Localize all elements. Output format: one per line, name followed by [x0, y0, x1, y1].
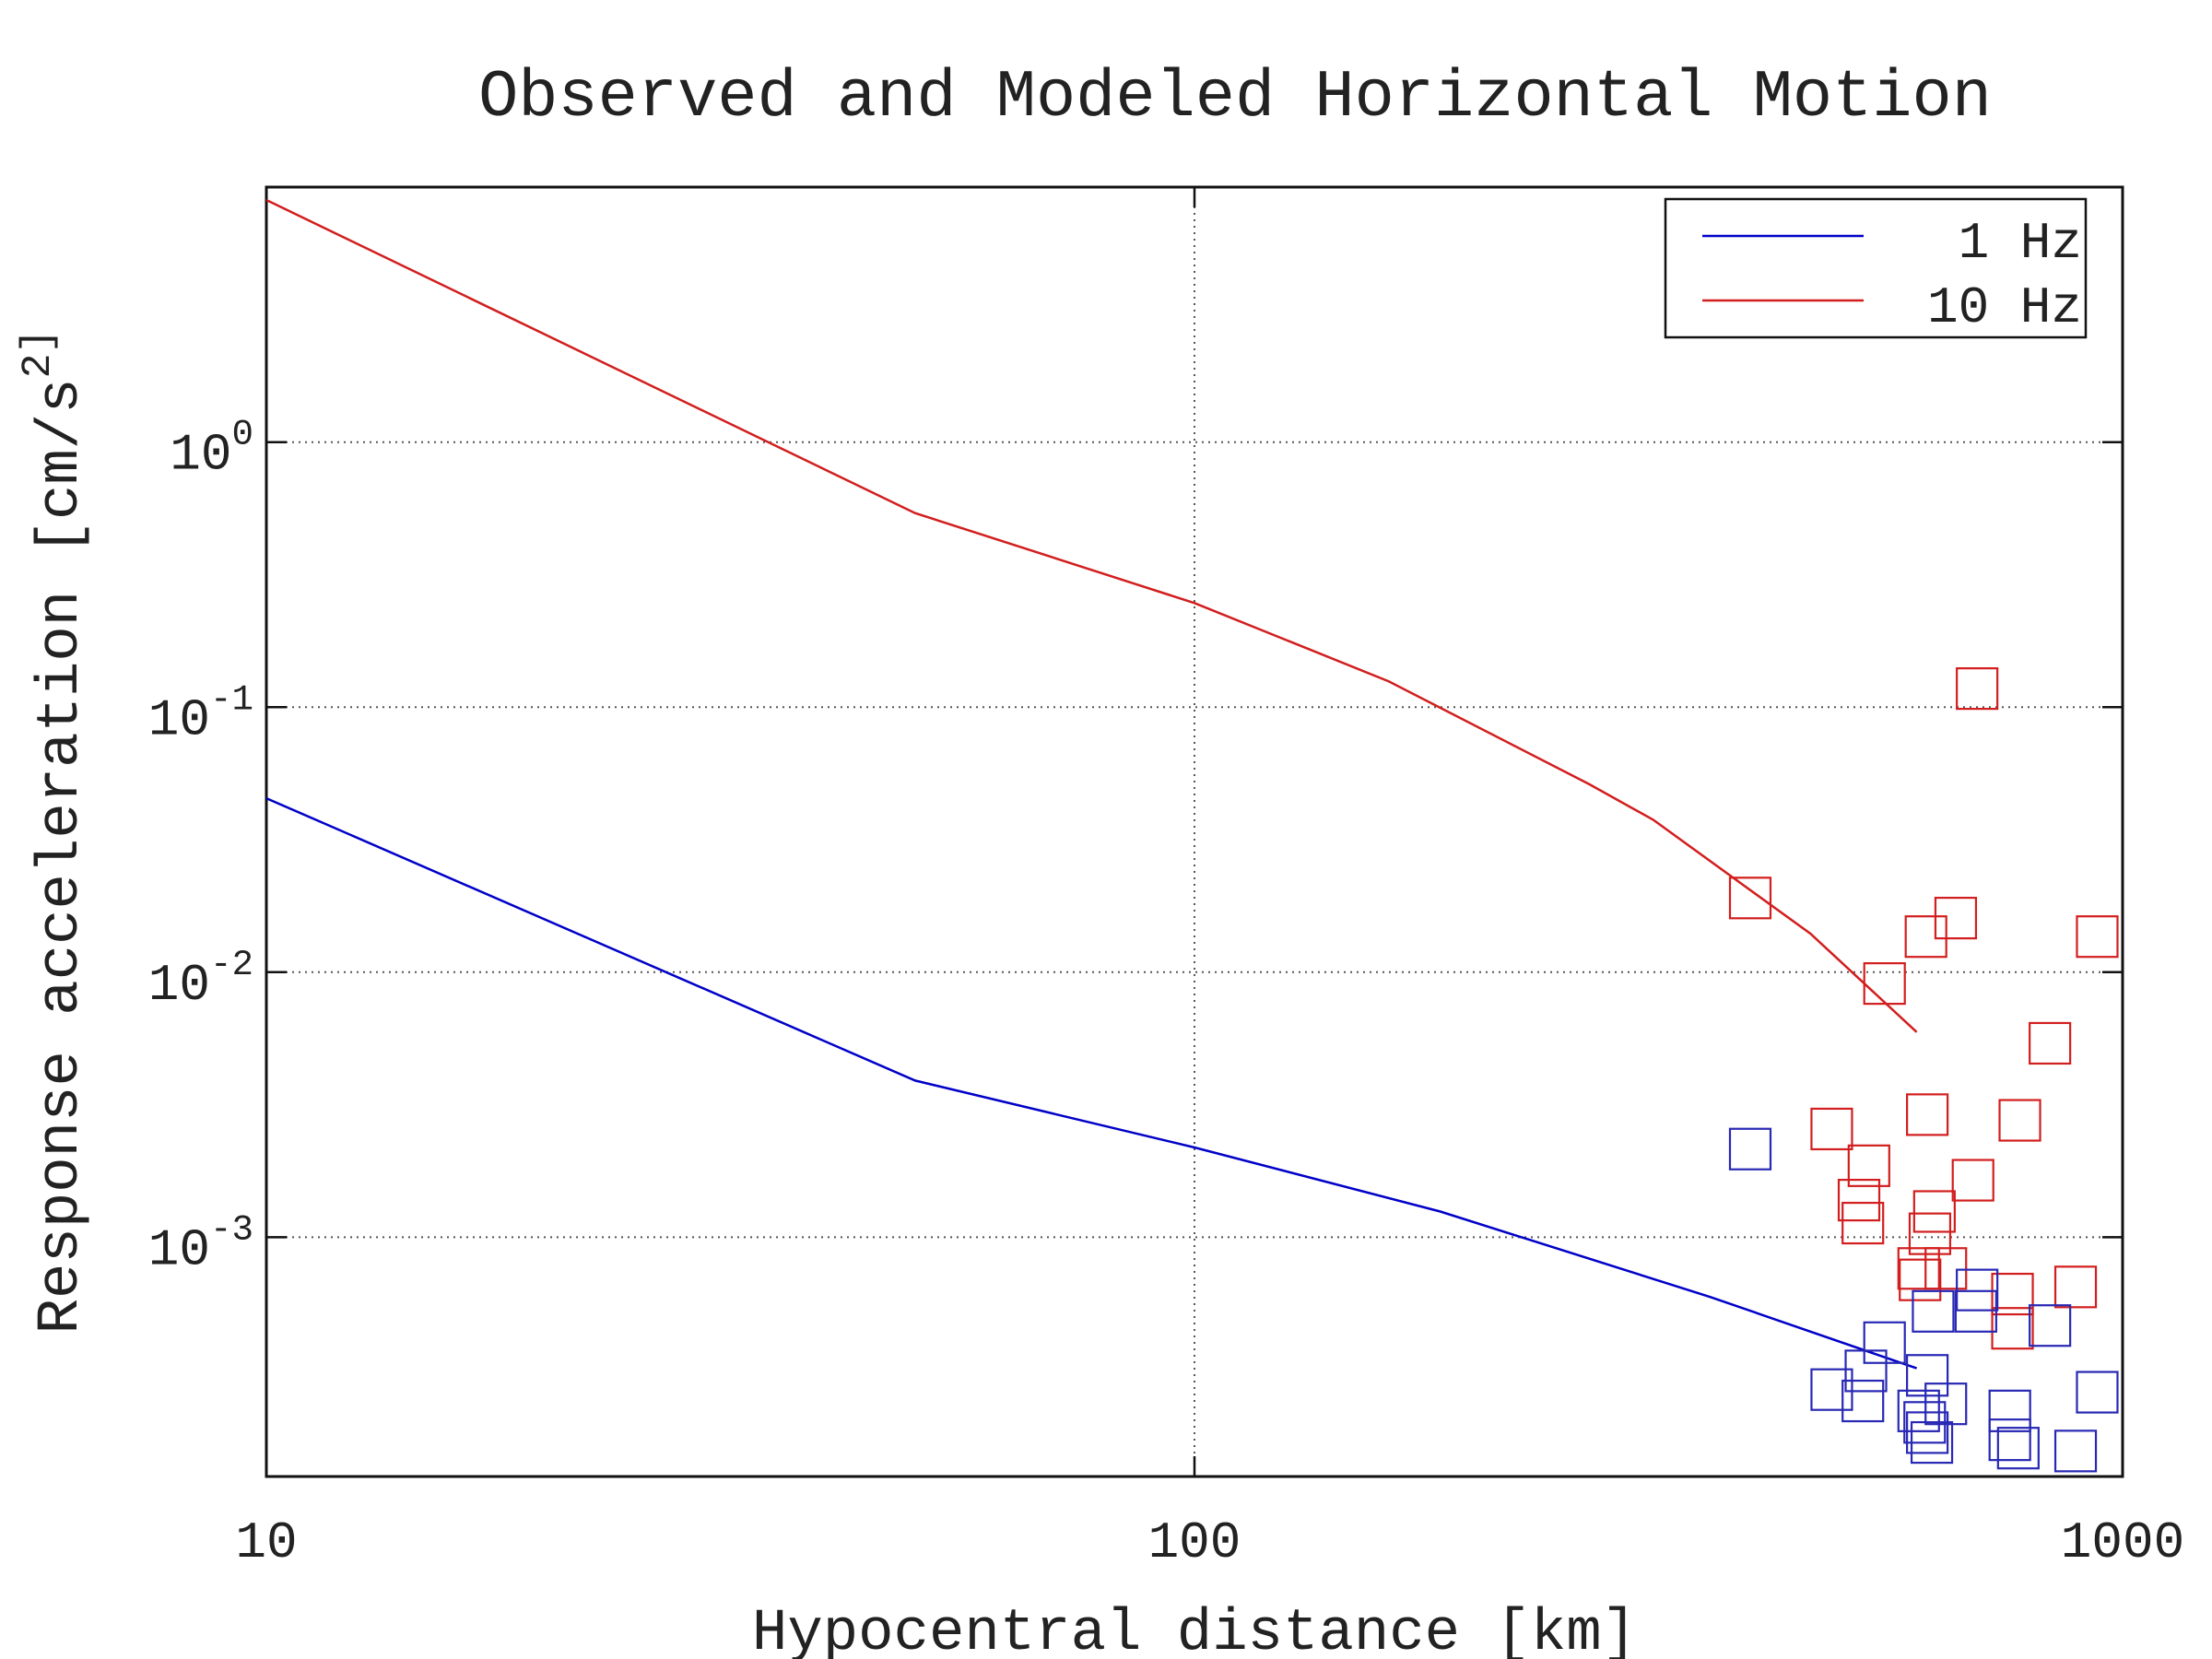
plot-area	[266, 198, 2119, 1473]
data-point	[1956, 1268, 1999, 1312]
data-point	[1951, 1159, 1994, 1202]
data-point	[1841, 1379, 1885, 1423]
x-tick-label: 10	[235, 1513, 297, 1572]
data-point	[1863, 962, 1906, 1006]
data-point	[1924, 1247, 1968, 1290]
data-point	[1991, 1272, 2034, 1316]
data-point	[1956, 667, 1999, 711]
data-point	[1728, 877, 1772, 920]
data-point	[1988, 1418, 2031, 1462]
data-point	[2076, 915, 2119, 959]
legend-label: 1 Hz	[1959, 214, 2082, 273]
data-point	[1912, 1190, 1956, 1233]
data-point	[2053, 1430, 2098, 1473]
data-line	[266, 796, 1918, 1370]
data-point	[2076, 1371, 2119, 1414]
data-point	[1996, 1427, 2040, 1470]
data-point	[1954, 1289, 1997, 1333]
x-axis-label: Hypocentral distance [km]	[752, 1601, 1637, 1659]
data-point	[1810, 1107, 1853, 1151]
data-point	[1841, 1201, 1885, 1245]
data-point	[2029, 1304, 2072, 1347]
data-point	[1910, 1420, 1954, 1465]
y-tick-label: 10-2	[148, 944, 253, 1015]
legend-label: 10 Hz	[1927, 278, 2082, 337]
data-point	[1934, 896, 1978, 940]
data-point	[2053, 1265, 2098, 1309]
data-point	[1810, 1368, 1853, 1411]
data-point	[1988, 1389, 2031, 1432]
data-point	[1998, 1099, 2041, 1142]
legend-box	[1664, 197, 2088, 339]
plot-frame	[265, 185, 2124, 1478]
data-point	[1904, 915, 1947, 959]
x-tick-label: 100	[1148, 1513, 1241, 1572]
data-point	[1991, 1307, 2034, 1350]
data-point	[1837, 1179, 1881, 1222]
data-point	[1899, 1258, 1942, 1301]
data-point	[1897, 1247, 1940, 1290]
data-point	[1897, 1389, 1940, 1432]
y-axis-label: Response acceleration [cm/s2]	[16, 329, 95, 1335]
data-point	[1844, 1349, 1888, 1393]
data-point	[1906, 1354, 1949, 1397]
x-tick-label: 1000	[2061, 1513, 2184, 1572]
y-tick-label: 10-1	[148, 678, 253, 749]
data-point	[1728, 1127, 1772, 1171]
data-point	[1847, 1144, 1890, 1187]
data-point	[1906, 1411, 1949, 1454]
data-line	[266, 198, 1918, 1033]
data-point	[1863, 1321, 1906, 1364]
data-point	[2029, 1021, 2072, 1065]
data-point	[1908, 1212, 1952, 1255]
data-point	[1906, 1093, 1949, 1136]
y-tick-label: 100	[170, 414, 253, 485]
chart-title: Observed and Modeled Horizontal Motion	[478, 60, 1992, 135]
data-point	[1912, 1289, 1955, 1333]
y-tick-label: 10-3	[148, 1208, 253, 1279]
